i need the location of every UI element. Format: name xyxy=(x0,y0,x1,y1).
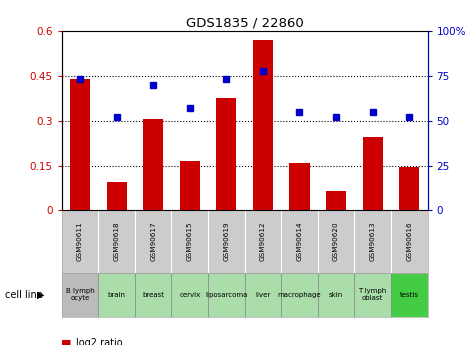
Text: GSM90616: GSM90616 xyxy=(406,222,412,261)
Text: skin: skin xyxy=(329,292,343,298)
Bar xyxy=(354,273,391,317)
Text: testis: testis xyxy=(399,292,419,298)
Bar xyxy=(216,98,237,210)
Bar xyxy=(289,162,310,210)
Text: ▶: ▶ xyxy=(37,290,44,300)
Text: GSM90611: GSM90611 xyxy=(77,222,83,261)
Text: GSM90618: GSM90618 xyxy=(114,222,120,261)
Bar xyxy=(180,161,200,210)
Bar xyxy=(326,191,346,210)
Bar xyxy=(62,273,98,317)
Text: liposarcoma: liposarcoma xyxy=(205,292,247,298)
Text: GSM90619: GSM90619 xyxy=(223,222,229,261)
Bar xyxy=(318,273,354,317)
Text: macrophage: macrophage xyxy=(278,292,321,298)
Text: GSM90612: GSM90612 xyxy=(260,222,266,261)
Bar xyxy=(281,273,318,317)
Bar xyxy=(362,137,383,210)
Bar xyxy=(171,273,208,317)
Text: cervix: cervix xyxy=(179,292,200,298)
Text: T lymph
oblast: T lymph oblast xyxy=(359,288,387,302)
Text: GSM90614: GSM90614 xyxy=(296,222,303,261)
Text: breast: breast xyxy=(142,292,164,298)
Bar xyxy=(98,273,135,317)
Text: cell line: cell line xyxy=(5,290,42,300)
Bar xyxy=(245,273,281,317)
Title: GDS1835 / 22860: GDS1835 / 22860 xyxy=(186,17,304,30)
Text: GSM90620: GSM90620 xyxy=(333,222,339,261)
Bar xyxy=(106,182,127,210)
Text: GSM90613: GSM90613 xyxy=(370,222,376,261)
Bar xyxy=(135,273,171,317)
Text: GSM90615: GSM90615 xyxy=(187,222,193,261)
Text: B lymph
ocyte: B lymph ocyte xyxy=(66,288,95,302)
Bar xyxy=(253,40,273,210)
Text: brain: brain xyxy=(108,292,125,298)
Text: liver: liver xyxy=(255,292,271,298)
Text: log2 ratio: log2 ratio xyxy=(76,338,123,345)
Text: GSM90617: GSM90617 xyxy=(150,222,156,261)
Bar xyxy=(391,273,428,317)
Bar xyxy=(143,119,163,210)
Text: ■: ■ xyxy=(61,338,72,345)
Bar xyxy=(399,167,419,210)
Bar xyxy=(208,273,245,317)
Bar xyxy=(70,79,90,210)
